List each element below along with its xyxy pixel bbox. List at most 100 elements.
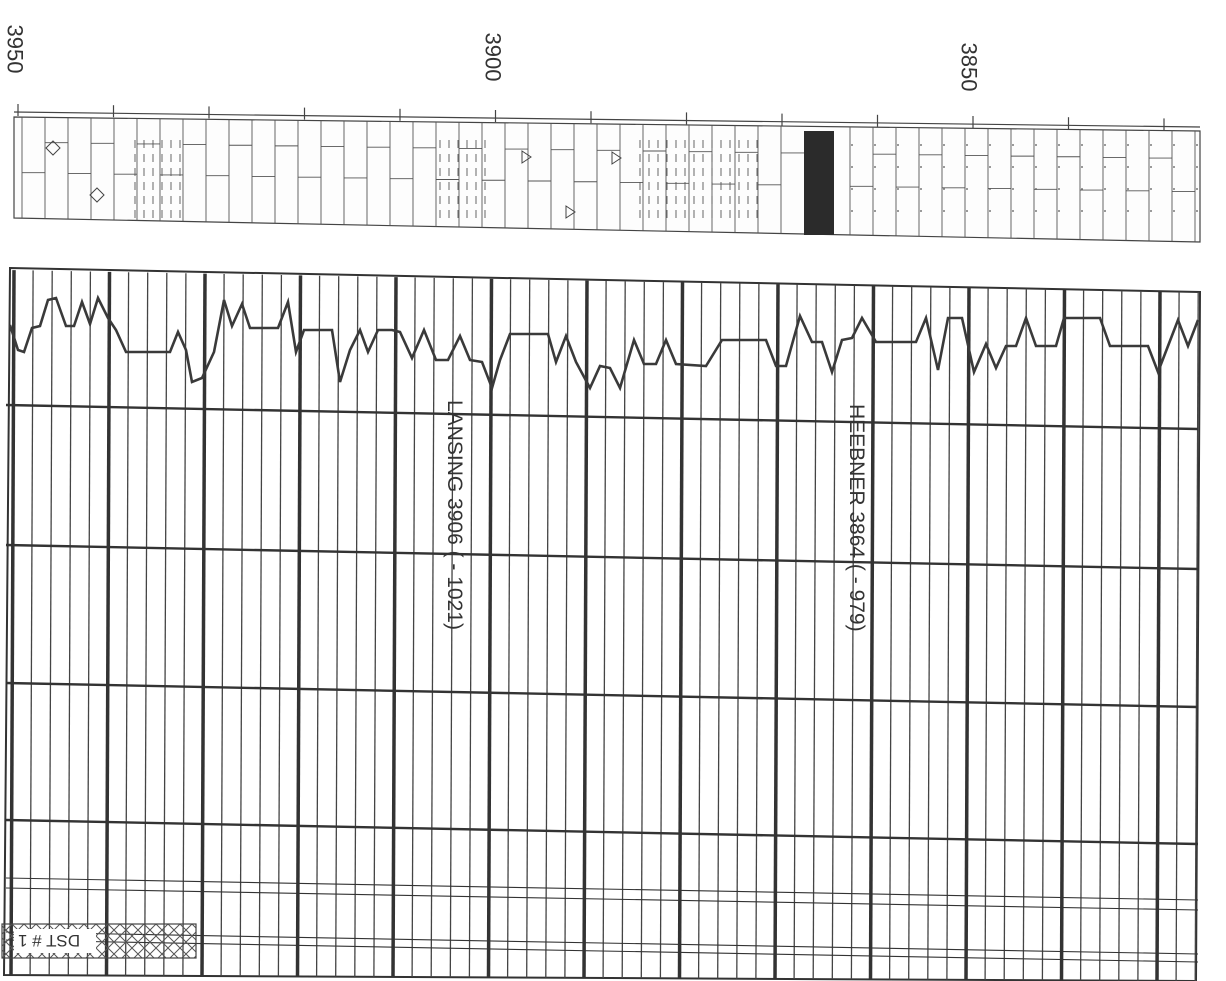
grid-minor-line [335,276,340,977]
lith-dolomite-dot [1081,188,1083,190]
lith-dolomite-dot [1058,210,1060,212]
grid-minor-line [220,273,225,977]
lith-dolomite-dot [851,210,853,212]
lith-dolomite-dot [1173,210,1175,212]
grid-major-line [1155,291,1162,981]
lith-dolomite-dot [1150,144,1152,146]
lith-dolomite-dot [1127,210,1129,212]
lith-dolomite-dot [1104,166,1106,168]
grid-minor-line [984,288,989,980]
lith-dolomite-dot [1127,144,1129,146]
grid-minor-line [124,272,130,976]
lith-dolomite-dot [1196,188,1198,190]
lith-dolomite-dot [851,144,853,146]
lith-dolomite-dot [1058,166,1060,168]
grid-minor-line [1118,290,1123,981]
grid-minor-line [315,275,321,977]
grid-major-line [391,277,398,977]
lith-dolomite-dot [920,144,922,146]
grid-minor-line [29,270,34,976]
grid-minor-line [258,274,263,977]
grid-horizontal-line [5,939,1199,963]
fossil-symbol [565,205,576,219]
lith-dolomite-dot [1035,210,1037,212]
lith-dolomite-dot [874,166,876,168]
grid-minor-line [182,273,187,976]
grid-major-line [582,280,589,978]
grid-horizontal-line [5,543,1199,571]
lith-dolomite-dot [1127,188,1129,190]
coal-bed [804,131,834,235]
lith-dolomite-dot [1035,166,1037,168]
grid-minor-line [697,282,703,979]
lith-dolomite-dot [1173,166,1175,168]
formation-top-lansing: LANSING 3906 ( - 1021) [443,400,466,630]
lith-dolomite-dot [1012,166,1014,168]
lith-dolomite-dot [1012,188,1014,190]
lith-dolomite-dot [966,188,968,190]
grid-minor-line [430,277,435,978]
grid-minor-line [831,285,836,980]
dst-label: DST # 1 [18,931,81,950]
grid-minor-line [545,279,550,978]
grid-minor-line [506,279,512,978]
grid-major-line [677,282,685,979]
lith-dolomite-dot [943,188,945,190]
grid-major-line [486,278,494,978]
lith-dolomite-dot [1150,210,1152,212]
grid-minor-line [888,286,894,980]
grid-minor-line [946,287,951,980]
grid-minor-line [1194,291,1199,981]
lith-dolomite-dot [966,210,968,212]
lith-dolomite-dot [1196,166,1198,168]
lith-dolomite-dot [851,166,853,168]
lith-dolomite-dot [1196,144,1198,146]
depth-label-3900: 3900 [480,32,506,82]
grid-minor-line [908,286,913,980]
lith-dolomite-dot [1173,188,1175,190]
grid-minor-line [1022,288,1027,981]
grid-minor-line [277,275,283,977]
depth-label-3950: 3950 [2,24,28,74]
grid-minor-line [793,284,798,979]
grid-major-line [868,285,876,980]
lith-dolomite-dot [1104,210,1106,212]
grid-minor-line [812,284,817,980]
grid-minor-line [449,278,454,978]
dst-marker [1,923,197,959]
lith-dolomite-dot [1012,210,1014,212]
grid-minor-line [755,283,760,979]
grid-minor-line [927,287,932,980]
grid-horizontal-line [5,887,1199,911]
lith-dolomite-dot [989,188,991,190]
grid-minor-line [850,285,856,980]
depth-label-3850: 3850 [956,42,982,92]
grid-minor-line [1099,290,1104,981]
grid-minor-line [468,278,474,978]
grid-horizontal-line [5,681,1199,709]
lith-dolomite-dot [943,144,945,146]
lith-dolomite-dot [989,210,991,212]
depth-tick-marks [13,104,1201,131]
fossil-symbol [521,150,532,164]
chert-symbol [89,187,105,203]
lithology-track [13,116,1201,243]
grid-major-line [9,270,16,976]
grid-minor-line [1079,289,1085,981]
grid-minor-line [354,276,359,977]
grid-minor-line [1137,290,1142,981]
lith-dolomite-dot [897,166,899,168]
grid-minor-line [1003,288,1008,981]
grid-minor-line [411,277,416,978]
grid-minor-line [239,274,244,977]
lith-dolomite-dot [966,144,968,146]
grid-horizontal-line [5,403,1199,431]
lith-dolomite-dot [1035,188,1037,190]
grid-major-line [200,273,207,976]
lith-dolomite-dot [943,166,945,168]
grid-minor-line [48,270,53,976]
lith-dolomite-dot [874,144,876,146]
grid-minor-line [564,280,569,978]
lith-dolomite-dot [1173,144,1175,146]
